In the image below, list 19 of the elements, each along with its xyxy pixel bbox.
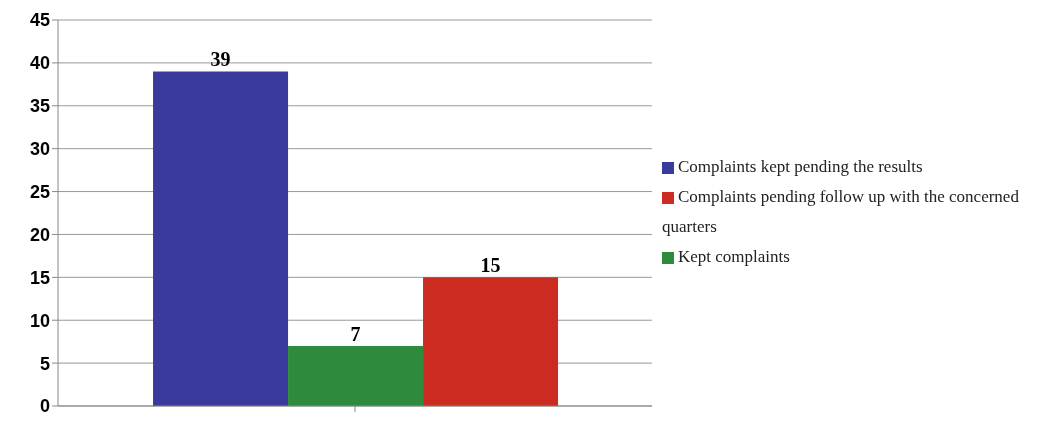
data-label: 39	[210, 48, 231, 71]
y-tick-label: 30	[29, 139, 50, 160]
y-tick-label: 5	[39, 353, 50, 374]
y-tick-label: 25	[29, 181, 50, 202]
legend-label: Kept complaints	[678, 247, 790, 266]
y-tick-label: 40	[29, 53, 50, 74]
y-tick-label: 45	[29, 10, 50, 31]
bar	[153, 71, 289, 406]
legend-label: Complaints pending follow up with the concerned quarters	[662, 187, 1019, 236]
y-tick-label: 0	[39, 396, 50, 417]
y-tick-label: 15	[29, 267, 50, 288]
data-label: 15	[480, 254, 501, 277]
bar	[423, 277, 559, 406]
y-tick-label: 10	[29, 310, 50, 331]
data-label: 7	[350, 322, 361, 345]
y-tick-label: 35	[29, 96, 50, 117]
y-tick-label: 20	[29, 224, 50, 245]
legend-label: Complaints kept pending the results	[678, 157, 923, 176]
bar	[288, 345, 424, 406]
